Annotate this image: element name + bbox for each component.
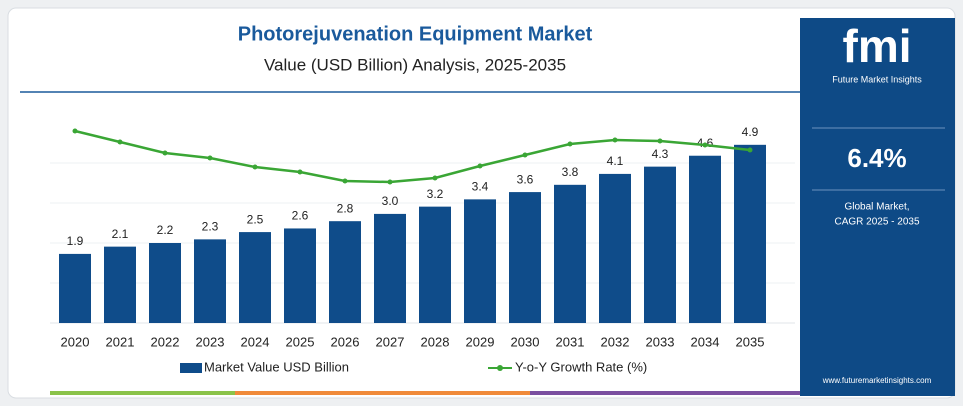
accent <box>235 391 530 395</box>
data-label: 4.1 <box>607 154 624 168</box>
data-label: 2.5 <box>247 212 264 226</box>
x-tick-label: 2024 <box>241 334 270 349</box>
bar <box>419 206 451 323</box>
accent <box>50 391 235 395</box>
data-label: 4.3 <box>652 147 669 161</box>
accent <box>530 391 800 395</box>
data-label: 2.6 <box>292 209 309 223</box>
growth-point <box>162 150 168 156</box>
data-label: 3.4 <box>472 180 489 194</box>
growth-point <box>477 163 483 169</box>
data-label: 3.0 <box>382 194 399 208</box>
legend-label: Market Value USD Billion <box>204 359 349 374</box>
bar <box>509 192 541 323</box>
legend-label: Y-o-Y Growth Rate (%) <box>515 359 647 374</box>
x-tick-label: 2031 <box>556 334 585 349</box>
x-tick-label: 2023 <box>196 334 225 349</box>
cagr-label: Global Market, <box>844 202 909 213</box>
growth-point <box>612 137 618 143</box>
bar <box>284 228 316 323</box>
x-tick-label: 2026 <box>331 334 360 349</box>
x-tick-label: 2034 <box>691 334 720 349</box>
x-tick-label: 2035 <box>736 334 765 349</box>
data-label: 3.6 <box>517 172 534 186</box>
x-tick-label: 2025 <box>286 334 315 349</box>
cagr-label: CAGR 2025 - 2035 <box>834 217 919 228</box>
data-label: 3.8 <box>562 165 579 179</box>
logo-subtitle: Future Market Insights <box>832 74 922 84</box>
logo: fmi <box>843 20 912 72</box>
data-label: 2.2 <box>157 223 174 237</box>
data-label: 4.9 <box>742 125 759 139</box>
x-tick-label: 2029 <box>466 334 495 349</box>
bar <box>329 221 361 323</box>
growth-point <box>297 169 303 175</box>
bar <box>239 232 271 323</box>
growth-point <box>657 138 663 144</box>
x-tick-label: 2021 <box>106 334 135 349</box>
growth-point <box>567 141 573 147</box>
growth-point <box>342 178 348 184</box>
legend-dot <box>497 365 503 371</box>
chart-title: Photorejuvenation Equipment Market <box>238 23 593 45</box>
data-label: 1.9 <box>67 234 84 248</box>
growth-point <box>117 139 123 145</box>
x-tick-label: 2020 <box>61 334 90 349</box>
legend-swatch <box>180 363 202 373</box>
cagr-value: 6.4% <box>847 143 906 173</box>
growth-point <box>387 179 393 185</box>
data-label: 2.3 <box>202 220 219 234</box>
growth-point <box>252 164 258 170</box>
growth-point <box>207 155 213 161</box>
growth-line <box>74 129 751 184</box>
chart-subtitle: Value (USD Billion) Analysis, 2025-2035 <box>264 55 566 74</box>
bar <box>104 246 136 323</box>
bar <box>149 243 181 323</box>
data-label: 2.1 <box>112 227 129 241</box>
data-label: 2.8 <box>337 201 354 215</box>
sidebar <box>800 18 955 396</box>
growth-point <box>702 142 708 148</box>
growth-point <box>432 175 438 181</box>
bar <box>554 184 586 323</box>
bar <box>464 199 496 323</box>
bar <box>689 155 721 323</box>
growth-point <box>747 147 753 153</box>
x-tick-label: 2033 <box>646 334 675 349</box>
growth-point <box>72 128 78 134</box>
x-tick-label: 2022 <box>151 334 180 349</box>
x-tick-label: 2032 <box>601 334 630 349</box>
x-tick-label: 2028 <box>421 334 450 349</box>
url: www.futuremarketinsights.com <box>822 376 932 385</box>
bar <box>734 144 766 323</box>
x-tick-label: 2027 <box>376 334 405 349</box>
data-label: 3.2 <box>427 187 444 201</box>
bar <box>644 166 676 323</box>
x-tick-label: 2030 <box>511 334 540 349</box>
bar <box>599 173 631 323</box>
bar <box>59 253 91 323</box>
bar <box>194 239 226 323</box>
bar <box>374 213 406 323</box>
growth-point <box>522 152 528 158</box>
